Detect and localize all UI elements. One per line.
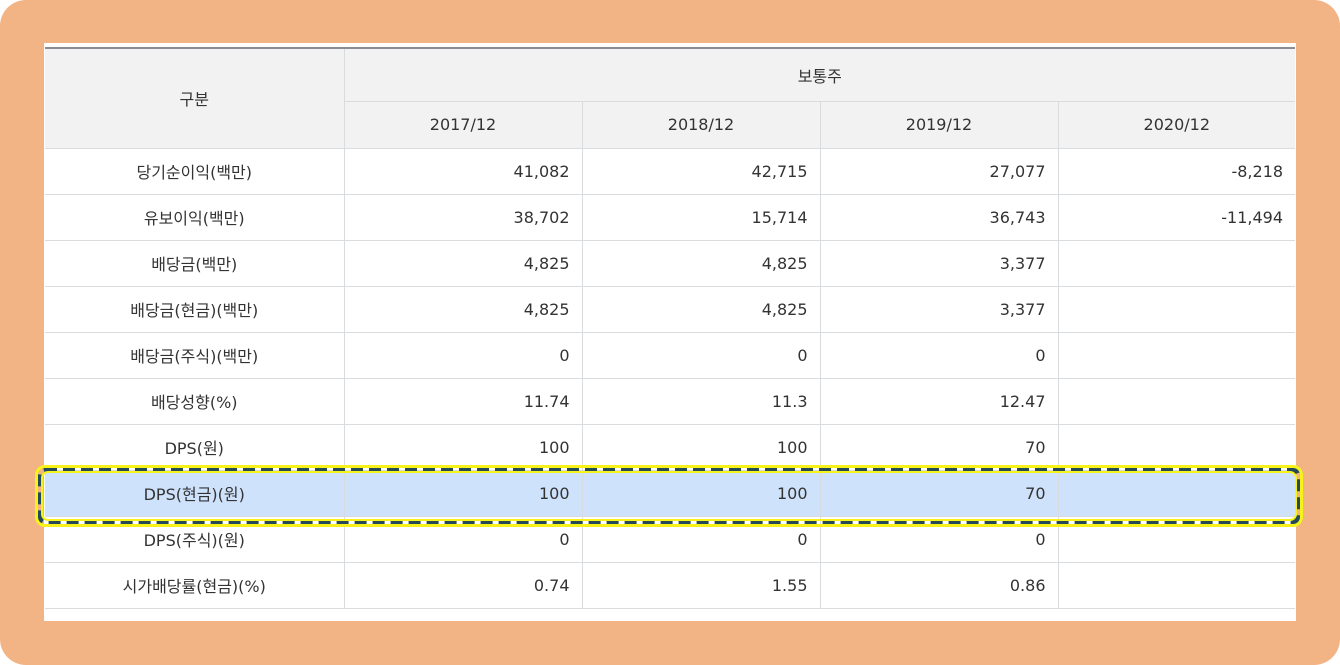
value-cell: 100 — [581, 469, 821, 517]
dividend-table: 구분 보통주 2017/12 2018/12 2019/12 2020/12 당… — [45, 47, 1296, 609]
value-cell: 0 — [819, 331, 1059, 379]
row-label: 시가배당률(현금)(%) — [45, 561, 345, 609]
value-cell: 0 — [581, 331, 821, 379]
dividend-panel: 구분 보통주 2017/12 2018/12 2019/12 2020/12 당… — [44, 43, 1296, 621]
value-cell — [1057, 515, 1296, 563]
value-cell: 38,702 — [343, 193, 583, 241]
table-row: DPS(주식)(원) 0 0 0 — [45, 515, 1296, 563]
row-label: 배당금(현금)(백만) — [45, 285, 345, 333]
table-row: DPS(원) 100 100 70 — [45, 423, 1296, 471]
row-label: DPS(주식)(원) — [45, 515, 345, 563]
value-cell — [1057, 423, 1296, 471]
table-row: 유보이익(백만) 38,702 15,714 36,743 -11,494 — [45, 193, 1296, 241]
value-cell: 70 — [819, 423, 1059, 471]
value-cell: 36,743 — [819, 193, 1059, 241]
value-cell — [1057, 239, 1296, 287]
row-label: DPS(원) — [45, 423, 345, 471]
table-row: DPS(현금)(원) 100 100 70 — [45, 469, 1296, 517]
value-cell: -8,218 — [1057, 147, 1296, 195]
value-cell: 100 — [343, 469, 583, 517]
row-label: 배당금(주식)(백만) — [45, 331, 345, 379]
value-cell: 15,714 — [581, 193, 821, 241]
value-cell: 70 — [819, 469, 1059, 517]
value-cell: 0 — [343, 515, 583, 563]
value-cell: 4,825 — [343, 239, 583, 287]
value-cell — [1057, 469, 1296, 517]
value-cell: 11.3 — [581, 377, 821, 425]
row-label: 유보이익(백만) — [45, 193, 345, 241]
table-row: 배당성향(%) 11.74 11.3 12.47 — [45, 377, 1296, 425]
value-cell: -11,494 — [1057, 193, 1296, 241]
value-cell — [1057, 561, 1296, 609]
table-row: 당기순이익(백만) 41,082 42,715 27,077 -8,218 — [45, 147, 1296, 195]
value-cell: 4,825 — [343, 285, 583, 333]
period-header-2020: 2020/12 — [1057, 100, 1296, 149]
table-row: 배당금(백만) 4,825 4,825 3,377 — [45, 239, 1296, 287]
period-header-2019: 2019/12 — [819, 100, 1059, 149]
value-cell — [1057, 377, 1296, 425]
value-cell: 4,825 — [581, 285, 821, 333]
row-label: 배당금(백만) — [45, 239, 345, 287]
period-header-2017: 2017/12 — [344, 100, 583, 149]
value-cell: 3,377 — [819, 285, 1059, 333]
value-cell: 100 — [581, 423, 821, 471]
value-cell — [1057, 331, 1296, 379]
row-label: 배당성향(%) — [45, 377, 345, 425]
table-row: 시가배당률(현금)(%) 0.74 1.55 0.86 — [45, 561, 1296, 609]
value-cell: 0 — [819, 515, 1059, 563]
value-cell: 1.55 — [581, 561, 821, 609]
table-body: 당기순이익(백만) 41,082 42,715 27,077 -8,218 유보이익(백만… — [45, 147, 1296, 609]
value-cell: 0 — [581, 515, 821, 563]
table-row: 배당금(현금)(백만) 4,825 4,825 3,377 — [45, 285, 1296, 333]
value-cell: 0.74 — [343, 561, 583, 609]
value-cell: 100 — [343, 423, 583, 471]
common-stock-header: 보통주 — [343, 48, 1296, 102]
category-header: 구분 — [45, 48, 345, 149]
value-cell: 11.74 — [343, 377, 583, 425]
table-row: 배당금(주식)(백만) 0 0 0 — [45, 331, 1296, 379]
row-label: DPS(현금)(원) — [45, 469, 345, 517]
value-cell: 41,082 — [343, 147, 583, 195]
value-cell: 12.47 — [819, 377, 1059, 425]
value-cell: 0.86 — [819, 561, 1059, 609]
value-cell: 0 — [343, 331, 583, 379]
period-header-2018: 2018/12 — [581, 100, 821, 149]
value-cell — [1057, 285, 1296, 333]
value-cell: 3,377 — [819, 239, 1059, 287]
value-cell: 4,825 — [581, 239, 821, 287]
row-label: 당기순이익(백만) — [45, 147, 345, 195]
value-cell: 27,077 — [819, 147, 1059, 195]
value-cell: 42,715 — [581, 147, 821, 195]
